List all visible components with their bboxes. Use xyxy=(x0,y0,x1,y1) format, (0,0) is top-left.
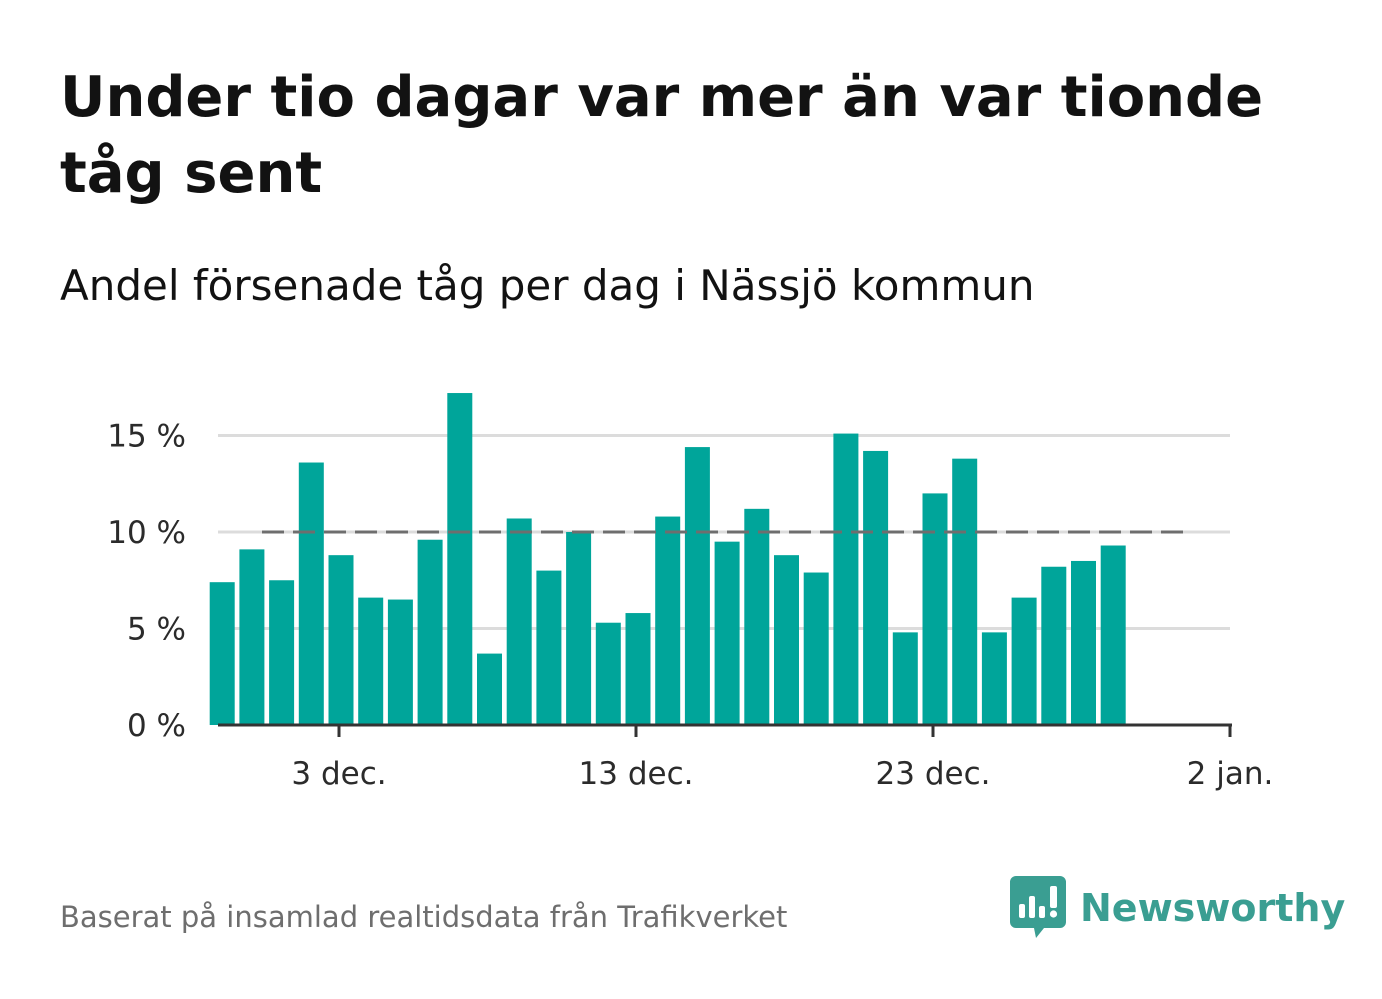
bar xyxy=(536,570,562,725)
y-tick-label: 5 % xyxy=(127,612,186,648)
chart-title: Under tio dagar var mer än var tionde tå… xyxy=(60,65,1264,206)
bar xyxy=(506,518,532,725)
bar xyxy=(1041,566,1067,725)
bar xyxy=(387,599,413,725)
bar xyxy=(447,393,473,725)
bar xyxy=(655,516,681,725)
bar xyxy=(952,458,978,725)
y-tick-label: 15 % xyxy=(107,419,186,455)
bar xyxy=(1100,545,1126,725)
bar xyxy=(298,462,324,725)
newsworthy-logo: Newsworthy xyxy=(1010,876,1345,940)
bar xyxy=(209,582,235,725)
bar xyxy=(595,622,621,725)
chart-subtitle: Andel försenade tåg per dag i Nässjö kom… xyxy=(60,261,1035,310)
newsworthy-icon xyxy=(1010,876,1066,938)
bar xyxy=(328,555,354,725)
x-tick-label: 13 dec. xyxy=(579,756,694,792)
bar xyxy=(803,572,829,725)
y-tick-label: 0 % xyxy=(127,708,186,744)
source-note: Baserat på insamlad realtidsdata från Tr… xyxy=(60,900,788,934)
x-tick-label: 23 dec. xyxy=(876,756,991,792)
bar xyxy=(1011,597,1037,725)
brand-name: Newsworthy xyxy=(1080,886,1346,930)
bar xyxy=(269,580,295,725)
bar xyxy=(863,450,889,725)
bar xyxy=(714,541,740,725)
x-tick-label: 3 dec. xyxy=(291,756,386,792)
bar xyxy=(477,653,502,725)
bar xyxy=(684,447,710,725)
bar xyxy=(833,433,859,725)
bar xyxy=(417,539,443,725)
x-tick-label: 2 jan. xyxy=(1187,756,1274,792)
bar xyxy=(981,632,1007,725)
bar xyxy=(892,632,918,725)
bar xyxy=(922,493,948,725)
bar xyxy=(358,597,384,725)
bar-chart: 0 % 5 % 10 % 15 % 3 dec. 13 dec. 23 dec. 2 jan. xyxy=(107,393,1274,792)
y-tick-label: 10 % xyxy=(107,515,186,551)
bar xyxy=(239,549,265,725)
bar xyxy=(744,508,770,725)
bar xyxy=(1071,560,1096,725)
bar xyxy=(625,613,651,725)
bar xyxy=(774,555,799,725)
bar xyxy=(566,532,592,725)
